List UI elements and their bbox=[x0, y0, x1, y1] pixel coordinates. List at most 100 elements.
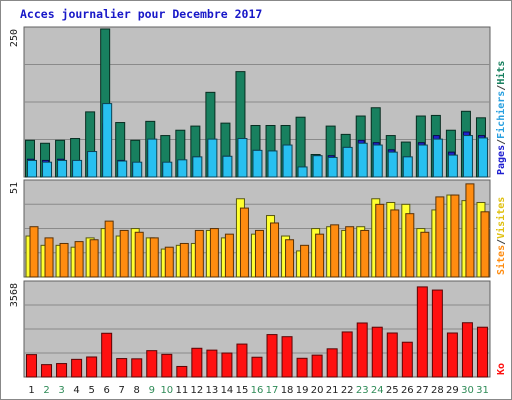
bar-sites-day-28 bbox=[435, 196, 445, 278]
bar-fichiers-day-10 bbox=[162, 161, 173, 178]
bar-ko-day-31 bbox=[476, 326, 488, 378]
bar-fichiers-day-29 bbox=[447, 154, 458, 178]
bar-fichiers-day-25 bbox=[387, 151, 398, 178]
bar-fichiers-day-2 bbox=[42, 161, 53, 178]
bar-sites-day-14 bbox=[224, 233, 234, 278]
series-sites bbox=[29, 183, 490, 278]
bar-ko-day-25 bbox=[386, 332, 398, 378]
bar-sites-day-6 bbox=[104, 220, 114, 278]
axis-title-right: Pages/Fichiers/Hits bbox=[495, 61, 507, 175]
bar-ko-day-22 bbox=[341, 331, 353, 378]
x-tick-label-day-5: 5 bbox=[88, 385, 94, 396]
bar-fichiers-day-1 bbox=[27, 159, 37, 178]
bar-sites-day-15 bbox=[239, 207, 249, 278]
bar-ko-day-19 bbox=[296, 357, 308, 378]
bar-fichiers-day-5 bbox=[87, 151, 98, 178]
bar-ko-day-6 bbox=[101, 332, 113, 378]
bar-fichiers-day-12 bbox=[192, 156, 203, 178]
bar-sites-day-18 bbox=[285, 239, 295, 278]
bar-ko-day-26 bbox=[401, 341, 413, 378]
series-fichiers bbox=[27, 103, 488, 178]
axis-title-part: / bbox=[496, 139, 507, 145]
x-tick-label-day-12: 12 bbox=[191, 385, 204, 396]
x-tick-label-day-31: 31 bbox=[476, 385, 489, 396]
x-tick-label-day-9: 9 bbox=[149, 385, 155, 396]
x-tick-label-day-22: 22 bbox=[341, 385, 354, 396]
bar-fichiers-day-3 bbox=[57, 159, 68, 178]
bar-sites-day-8 bbox=[134, 231, 144, 278]
bar-fichiers-day-7 bbox=[117, 160, 128, 178]
y-max-label: 250 bbox=[9, 29, 20, 47]
bar-fichiers-day-11 bbox=[177, 159, 188, 178]
bar-fichiers-day-18 bbox=[282, 144, 293, 178]
bar-ko-day-18 bbox=[281, 336, 293, 378]
bar-sites-day-19 bbox=[300, 244, 310, 278]
bar-ko-day-20 bbox=[311, 354, 323, 378]
bar-fichiers-day-15 bbox=[237, 138, 248, 178]
bar-ko-day-1 bbox=[26, 354, 37, 378]
bar-fichiers-day-23 bbox=[357, 142, 368, 178]
bar-fichiers-day-21 bbox=[327, 156, 338, 178]
bar-sites-day-29 bbox=[450, 194, 460, 278]
x-tick-label-day-26: 26 bbox=[401, 385, 414, 396]
x-tick-label-day-1: 1 bbox=[28, 385, 34, 396]
panel-hits-pages-files: 250 Pages/Fichiers/Hits bbox=[9, 26, 507, 178]
x-tick-label-day-23: 23 bbox=[356, 385, 369, 396]
bar-fichiers-day-22 bbox=[342, 146, 353, 178]
bar-sites-day-21 bbox=[330, 224, 340, 278]
bar-ko-day-12 bbox=[191, 347, 203, 378]
bar-fichiers-day-4 bbox=[72, 159, 83, 178]
bar-fichiers-day-28 bbox=[432, 138, 443, 178]
bar-fichiers-day-8 bbox=[132, 161, 143, 178]
bar-fichiers-day-13 bbox=[207, 138, 218, 178]
bar-ko-day-9 bbox=[146, 350, 158, 378]
axis-title-part: / bbox=[496, 85, 507, 91]
x-tick-label-day-27: 27 bbox=[416, 385, 429, 396]
x-tick-label-day-15: 15 bbox=[236, 385, 249, 396]
bar-sites-day-10 bbox=[164, 246, 174, 278]
bar-ko-day-16 bbox=[251, 356, 263, 378]
bar-sites-day-2 bbox=[44, 237, 54, 278]
bar-sites-day-22 bbox=[345, 226, 355, 278]
bar-fichiers-day-27 bbox=[417, 144, 428, 178]
axis-title-part: Visites bbox=[495, 197, 507, 239]
axis-title-part: Pages bbox=[496, 145, 507, 175]
x-tick-label-day-29: 29 bbox=[446, 385, 459, 396]
bar-fichiers-day-17 bbox=[267, 150, 278, 178]
x-tick-label-day-20: 20 bbox=[311, 385, 324, 396]
x-tick-label-day-16: 16 bbox=[251, 385, 264, 396]
x-tick-label-day-19: 19 bbox=[296, 385, 309, 396]
bar-sites-day-25 bbox=[390, 209, 400, 278]
bar-ko-day-8 bbox=[131, 358, 143, 378]
bar-sites-day-23 bbox=[360, 229, 370, 278]
chart-panels: 250Pages/Fichiers/Hits51Sites/Visites356… bbox=[9, 26, 507, 378]
bar-sites-day-11 bbox=[179, 242, 189, 278]
axis-title-part: / bbox=[496, 239, 507, 245]
bar-sites-day-24 bbox=[375, 203, 385, 278]
bar-ko-day-17 bbox=[266, 334, 278, 378]
bar-fichiers-day-16 bbox=[252, 149, 263, 178]
axis-title-part: Sites bbox=[495, 245, 507, 275]
bar-ko-day-4 bbox=[71, 358, 83, 378]
x-tick-label-day-3: 3 bbox=[58, 385, 64, 396]
bar-fichiers-day-19 bbox=[297, 166, 308, 178]
x-tick-label-day-18: 18 bbox=[281, 385, 294, 396]
bar-sites-day-16 bbox=[254, 229, 264, 278]
bar-sites-day-3 bbox=[59, 242, 69, 278]
axis-title-part: Ko bbox=[496, 363, 507, 375]
bar-sites-day-5 bbox=[89, 239, 99, 278]
bar-sites-day-12 bbox=[194, 229, 204, 278]
bar-sites-day-1 bbox=[29, 226, 39, 278]
bar-ko-day-28 bbox=[431, 289, 443, 378]
bar-fichiers-day-14 bbox=[222, 155, 233, 178]
bar-sites-day-17 bbox=[270, 222, 280, 278]
series-ko bbox=[26, 286, 488, 378]
chart-title: Acces journalier pour Decembre 2017 bbox=[20, 7, 262, 21]
x-tick-label-day-25: 25 bbox=[386, 385, 399, 396]
bar-ko-day-2 bbox=[41, 364, 53, 378]
bar-ko-day-7 bbox=[116, 358, 128, 378]
bar-ko-day-14 bbox=[221, 352, 233, 378]
panel-ko: 3568 Ko bbox=[9, 280, 507, 378]
x-tick-label-day-8: 8 bbox=[134, 385, 140, 396]
